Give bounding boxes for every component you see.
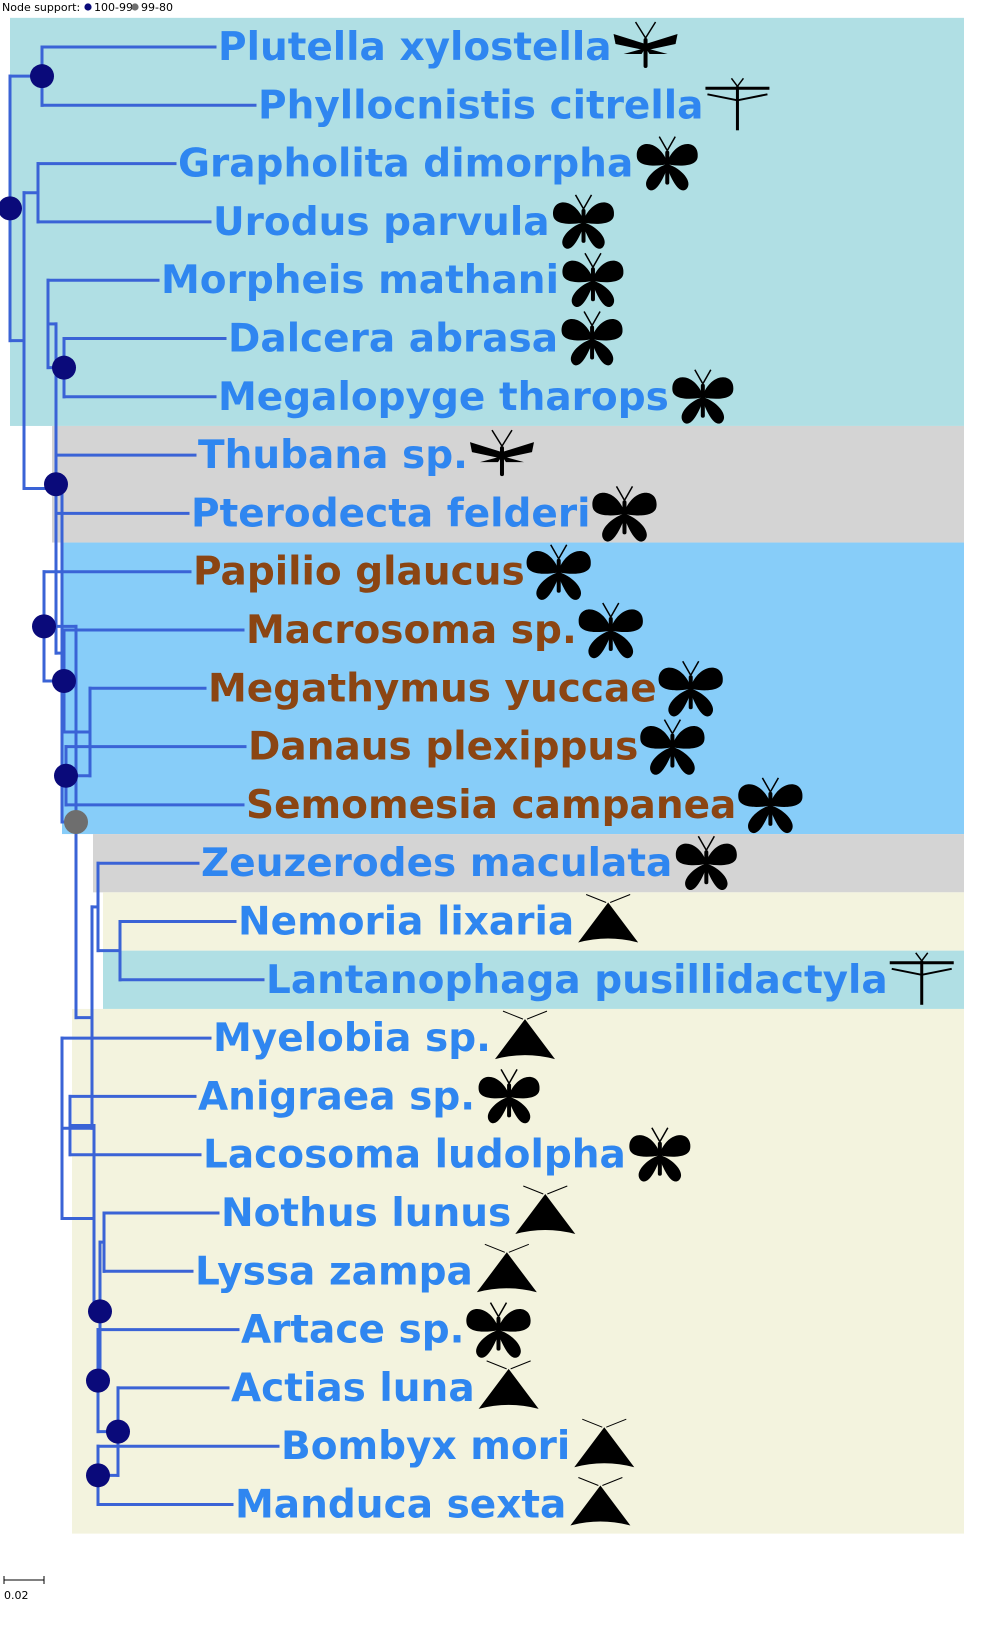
taxon-label: Anigraea sp. bbox=[198, 1074, 475, 1119]
moth-icon bbox=[636, 136, 698, 191]
taxon-label: Artace sp. bbox=[241, 1308, 464, 1353]
support-node-99-80 bbox=[64, 809, 88, 834]
moth-icon bbox=[629, 1127, 691, 1182]
taxon-label: Megathymus yuccae bbox=[208, 666, 657, 711]
taxon-label: Thubana sp. bbox=[198, 433, 468, 478]
taxon-label: Manduca sexta bbox=[235, 1483, 566, 1528]
taxon-label: Grapholita dimorpha bbox=[178, 142, 633, 187]
taxon-label: Plutella xylostella bbox=[218, 25, 612, 70]
taxon-label: Urodus parvula bbox=[213, 200, 550, 245]
support-node-100-99 bbox=[106, 1419, 130, 1444]
scale-bar: 0.02 bbox=[3, 1576, 45, 1602]
butterfly-icon bbox=[466, 1302, 531, 1358]
butterfly-icon bbox=[526, 544, 591, 600]
moth-icon bbox=[562, 252, 624, 308]
highlight-band-blue bbox=[62, 542, 964, 835]
triangle-moth-icon bbox=[578, 894, 639, 943]
butterfly-icon bbox=[578, 602, 643, 659]
support-node-100-99 bbox=[88, 1299, 112, 1324]
legend-item-high: 100-99 bbox=[94, 1, 133, 14]
support-node-100-99 bbox=[54, 763, 78, 788]
node-support-legend: Node support: 100-99 99-80 bbox=[2, 1, 173, 14]
highlight-band-cream bbox=[103, 892, 964, 951]
moth-icon bbox=[478, 1069, 540, 1124]
taxon-label: Papilio glaucus bbox=[193, 550, 525, 595]
butterfly-icon bbox=[640, 719, 705, 775]
taxon-labels: Plutella xylostella Phyllocnistis citrell… bbox=[161, 25, 888, 1528]
taxon-label: Pterodecta felderi bbox=[191, 491, 590, 536]
support-node-100-99 bbox=[0, 196, 22, 221]
legend-title: Node support: bbox=[2, 1, 80, 14]
narrow-moth-icon bbox=[469, 429, 534, 477]
taxon-label: Dalcera abrasa bbox=[228, 317, 558, 362]
triangle-moth-icon bbox=[478, 1360, 539, 1409]
taxon-label: Lyssa zampa bbox=[195, 1249, 473, 1294]
taxon-label: Bombyx mori bbox=[281, 1424, 570, 1469]
taxon-label: Actias luna bbox=[231, 1366, 475, 1411]
plume-moth-icon bbox=[889, 952, 954, 1005]
triangle-moth-icon bbox=[515, 1185, 576, 1234]
taxon-label: Nemoria lixaria bbox=[238, 900, 574, 945]
silhouette-icons bbox=[466, 21, 954, 1526]
taxon-label: Semomesia campanea bbox=[246, 783, 736, 828]
narrow-moth-icon bbox=[613, 21, 678, 68]
moth-icon bbox=[553, 194, 615, 249]
taxon-label: Zeuzerodes maculata bbox=[201, 841, 672, 886]
support-node-100-99 bbox=[44, 472, 68, 497]
support-node-100-99 bbox=[52, 355, 76, 380]
plume-moth-icon bbox=[705, 77, 770, 131]
triangle-moth-icon bbox=[570, 1477, 631, 1526]
support-node-100-99 bbox=[86, 1463, 110, 1488]
butterfly-icon bbox=[658, 660, 723, 717]
support-node-100-99 bbox=[32, 614, 56, 639]
taxon-label: Phyllocnistis citrella bbox=[258, 83, 703, 128]
support-node-100-99 bbox=[52, 669, 76, 694]
legend-item-medium: 99-80 bbox=[141, 1, 173, 14]
taxon-label: Megalopyge tharops bbox=[218, 375, 669, 420]
highlight-band-gray bbox=[52, 425, 964, 543]
triangle-moth-icon bbox=[574, 1418, 635, 1468]
butterfly-icon bbox=[592, 486, 657, 542]
taxon-label: Lacosoma ludolpha bbox=[203, 1133, 626, 1178]
support-node-100-99 bbox=[30, 64, 54, 89]
taxon-label: Morpheis mathani bbox=[161, 258, 559, 303]
triangle-moth-icon bbox=[494, 1010, 555, 1060]
support-node-markers bbox=[0, 64, 130, 1488]
triangle-moth-icon bbox=[476, 1243, 537, 1293]
butterfly-icon bbox=[738, 777, 803, 834]
support-node-100-99 bbox=[86, 1368, 110, 1393]
highlight-band-gray bbox=[93, 834, 964, 893]
moth-icon bbox=[675, 835, 737, 891]
legend-dot-high bbox=[84, 3, 92, 11]
taxon-label: Myelobia sp. bbox=[213, 1016, 491, 1061]
moth-icon bbox=[672, 369, 734, 424]
legend-dot-medium bbox=[131, 3, 139, 11]
taxon-label: Danaus plexippus bbox=[248, 725, 638, 770]
taxon-label: Lantanophaga pusillidactyla bbox=[266, 958, 888, 1003]
moth-icon bbox=[561, 311, 623, 366]
taxon-label: Macrosoma sp. bbox=[246, 608, 577, 653]
taxon-label: Nothus lunus bbox=[221, 1191, 511, 1236]
clade-highlight-bands bbox=[10, 17, 964, 1534]
scale-bar-label: 0.02 bbox=[4, 1589, 29, 1602]
